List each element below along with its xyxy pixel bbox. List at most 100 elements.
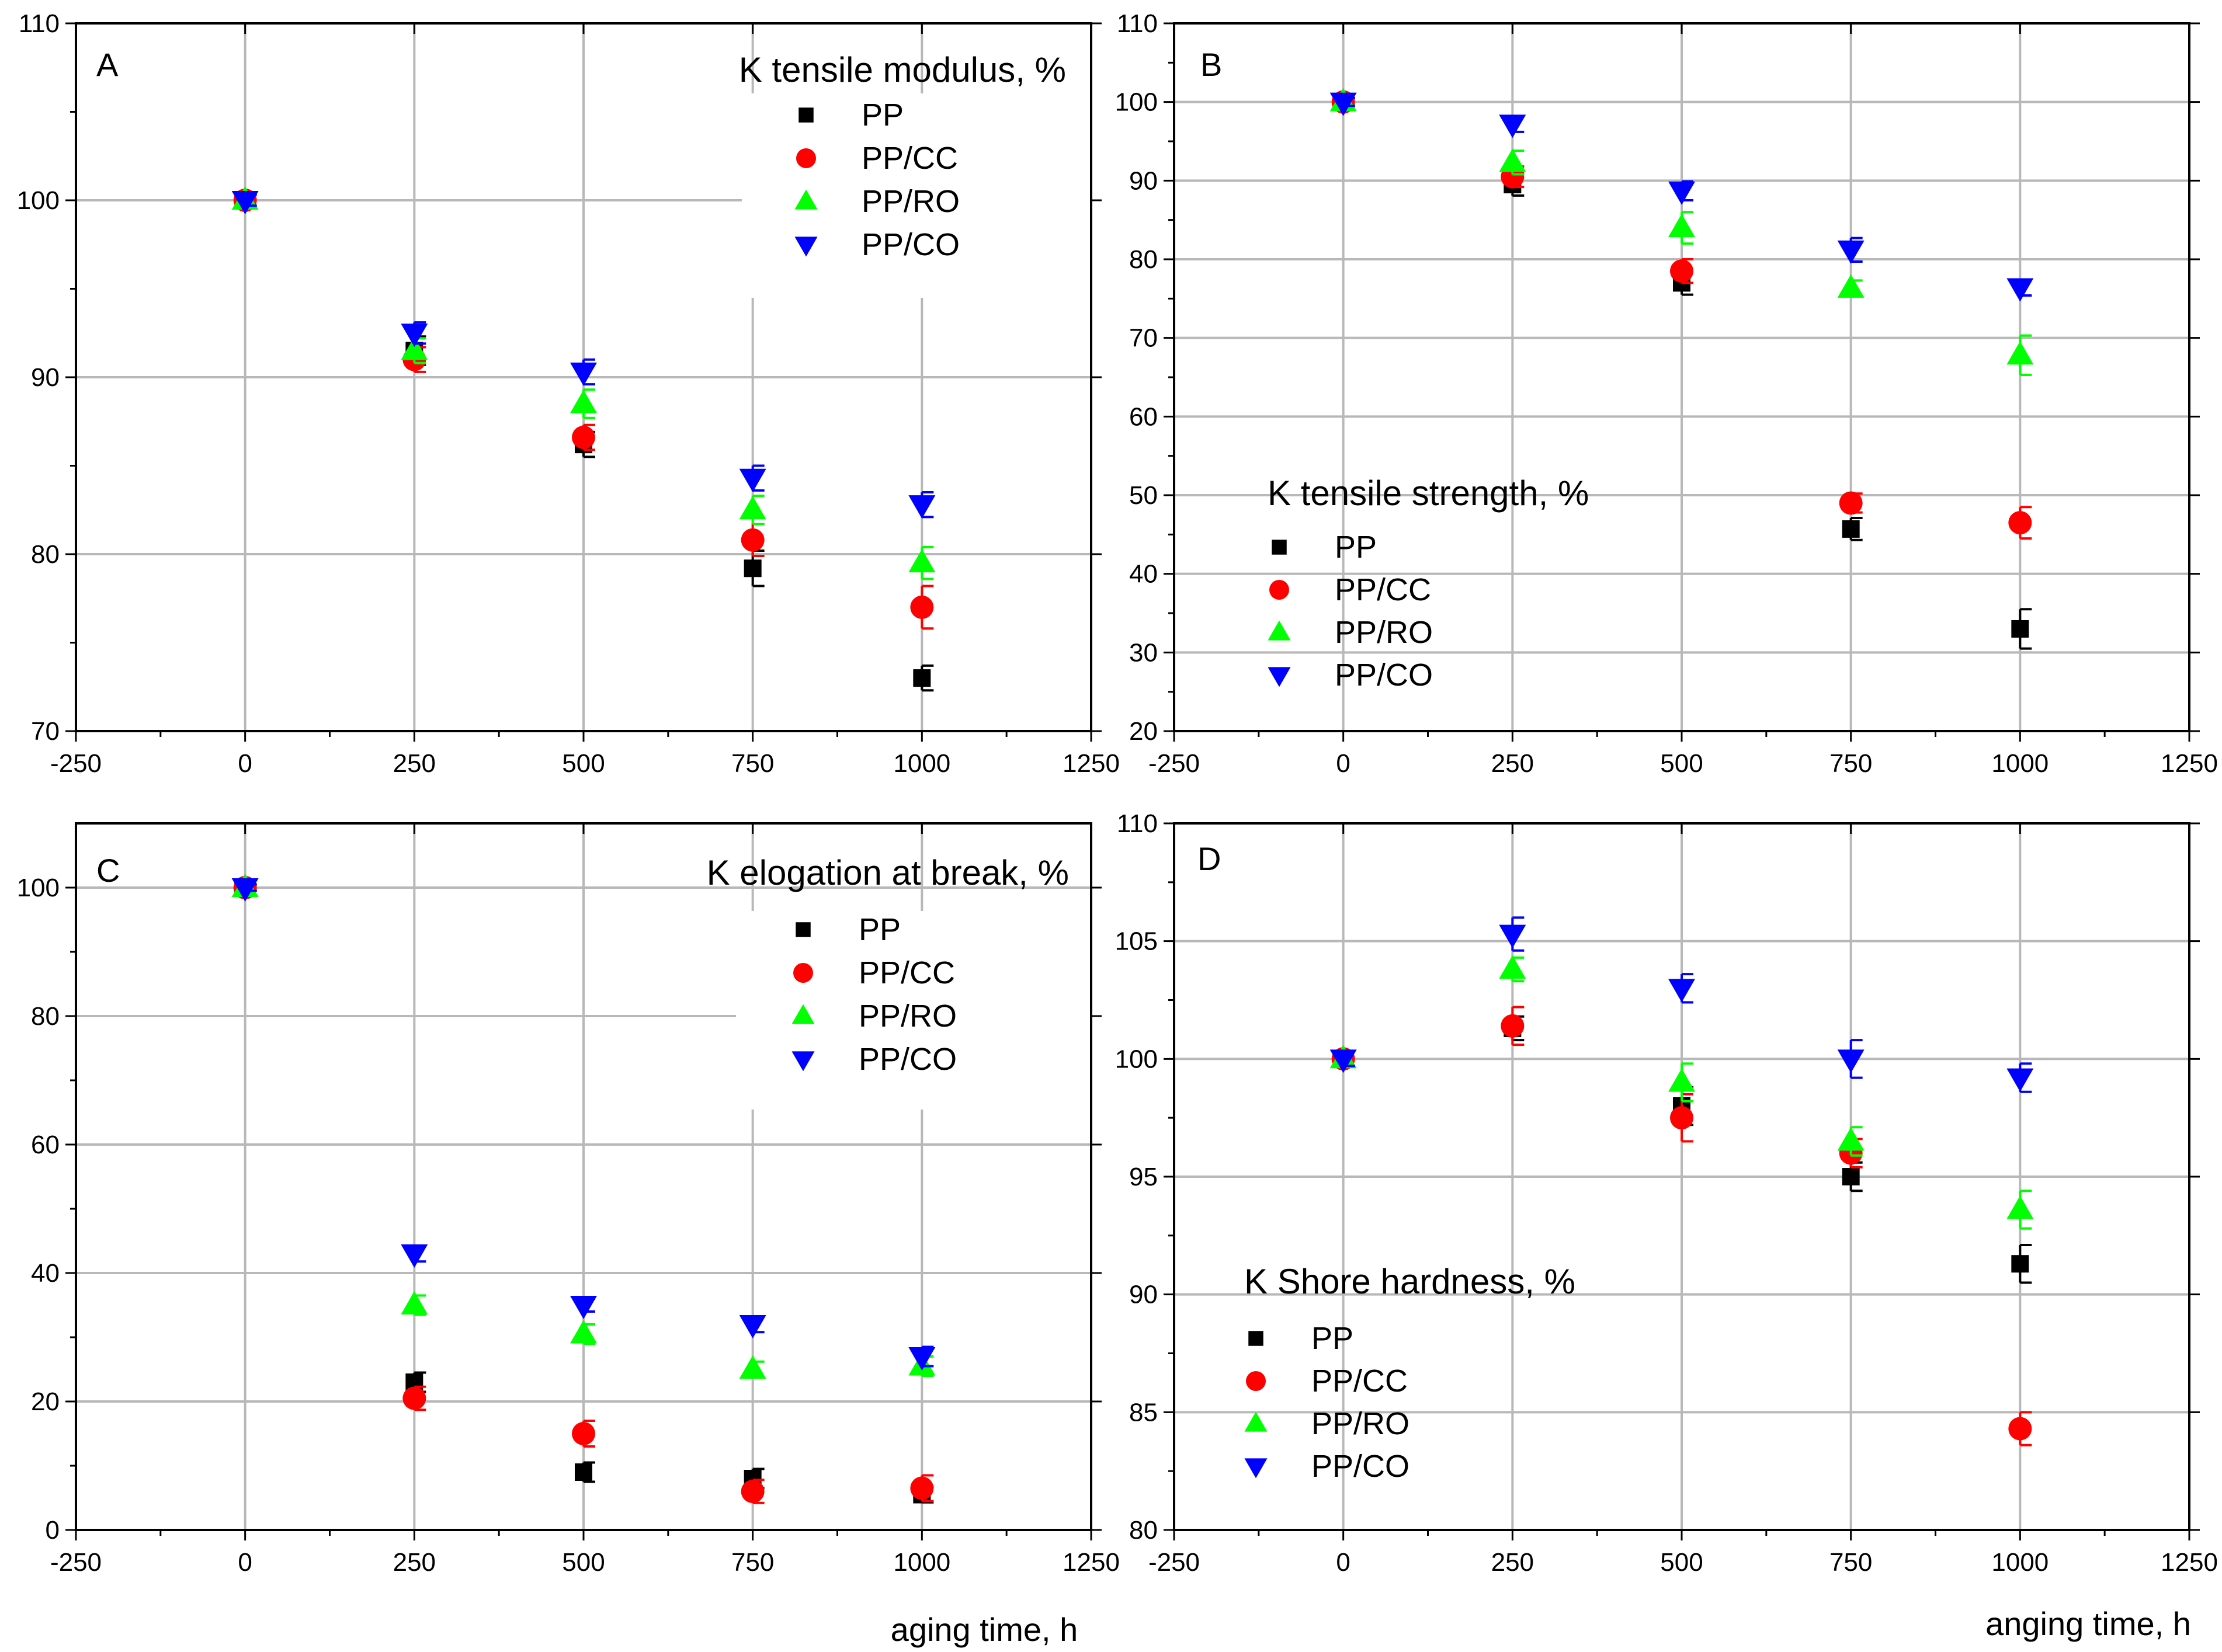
legend-marker	[1244, 1458, 1268, 1479]
x-tick-label: 250	[1491, 749, 1534, 778]
x-tick-label: 250	[393, 1548, 436, 1577]
x-tick-label: 0	[238, 1548, 252, 1577]
y-tick-label: 100	[17, 186, 60, 215]
legend-background	[736, 911, 1092, 1110]
legend-marker	[1269, 580, 1289, 600]
legend-marker	[1248, 1331, 1263, 1346]
data-point-pp-ro	[739, 496, 766, 520]
y-tick-label: 90	[31, 363, 60, 392]
x-tick-label: 1250	[1063, 1548, 1120, 1577]
x-tick-label: 750	[1829, 1548, 1872, 1577]
data-point-pp-co	[2006, 1068, 2034, 1092]
y-tick-label: 80	[31, 1002, 60, 1031]
x-axis-label-left: aging time, h	[891, 1611, 1078, 1648]
panel-letter: C	[96, 852, 120, 889]
data-point-pp-co	[1837, 240, 1865, 264]
legend-marker	[794, 189, 818, 210]
x-tick-label: 0	[1336, 1548, 1350, 1577]
data-point-pp-cc	[1839, 491, 1863, 515]
legend-label: PP/CC	[862, 141, 958, 176]
legend-label: PP/CC	[1311, 1364, 1408, 1399]
legend-marker	[793, 963, 813, 983]
data-point-pp-ro	[1837, 274, 1865, 298]
y-tick-label: 60	[1129, 402, 1158, 431]
legend-marker	[1246, 1371, 1266, 1391]
panel-title: K Shore hardness, %	[1244, 1262, 1575, 1301]
x-tick-label: 0	[1336, 749, 1350, 778]
data-point-pp-ro	[1499, 955, 1526, 979]
data-point-pp	[744, 559, 762, 578]
x-tick-label: 1250	[1063, 749, 1120, 778]
data-point-pp	[2011, 1255, 2029, 1273]
x-tick-label: 500	[562, 1548, 605, 1577]
panel-title: K tensile modulus, %	[739, 50, 1066, 89]
y-tick-label: 90	[1129, 166, 1158, 195]
data-point-pp-ro	[1668, 214, 1695, 238]
data-point-pp-cc	[741, 1480, 765, 1503]
data-point-pp	[2011, 620, 2029, 638]
data-point-pp-cc	[1501, 1014, 1525, 1038]
data-point-pp-co	[908, 1347, 936, 1371]
data-point-pp-co	[1837, 1049, 1865, 1073]
legend-marker	[791, 1004, 815, 1024]
data-point-pp-ro	[570, 389, 597, 413]
y-tick-label: 40	[1129, 560, 1158, 589]
x-tick-label: 750	[1829, 749, 1872, 778]
y-tick-label: 20	[31, 1387, 60, 1416]
data-point-pp-co	[1499, 924, 1526, 948]
legend-label: PP/CO	[859, 1042, 957, 1077]
x-tick-label: -250	[1148, 1548, 1200, 1577]
y-tick-label: 85	[1129, 1398, 1158, 1427]
data-point-pp-co	[1329, 1049, 1357, 1073]
data-point-pp-ro	[1499, 148, 1526, 172]
data-point-pp	[913, 669, 931, 687]
y-tick-label: 70	[31, 717, 60, 746]
y-tick-label: 100	[1115, 1045, 1158, 1073]
data-point-pp-cc	[1670, 1106, 1693, 1130]
x-tick-label: -250	[50, 749, 102, 778]
legend-label: PP	[1311, 1321, 1353, 1356]
x-tick-label: 500	[562, 749, 605, 778]
legend-label: PP/CO	[1311, 1449, 1409, 1484]
panel-title: K elogation at break, %	[707, 853, 1069, 892]
y-tick-label: 100	[17, 874, 60, 902]
data-point-pp-cc	[910, 595, 934, 619]
data-point-pp-cc	[910, 1476, 934, 1500]
legend-label: PP	[862, 98, 904, 133]
data-point-pp-co	[401, 1244, 428, 1268]
x-axis-label-right: anging time, h	[1985, 1605, 2191, 1642]
y-tick-label: 0	[46, 1516, 60, 1545]
legend-label: PP	[859, 912, 901, 947]
x-tick-label: -250	[1148, 749, 1200, 778]
legend-label: PP/RO	[862, 184, 960, 219]
legend-marker	[1272, 540, 1287, 555]
legend-marker	[791, 1051, 815, 1072]
y-tick-label: 30	[1129, 638, 1158, 667]
y-tick-label: 105	[1115, 927, 1158, 956]
x-tick-label: 1000	[893, 1548, 950, 1577]
x-tick-label: 1000	[1991, 1548, 2049, 1577]
x-tick-label: 1000	[893, 749, 950, 778]
data-point-pp-ro	[401, 336, 428, 360]
data-point-pp-cc	[2008, 511, 2032, 535]
x-tick-label: 1250	[2161, 749, 2218, 778]
panel-letter: D	[1197, 840, 1221, 877]
x-tick-label: 750	[731, 1548, 774, 1577]
x-tick-label: 500	[1660, 1548, 1703, 1577]
y-tick-label: 100	[1115, 88, 1158, 117]
y-tick-label: 80	[1129, 1516, 1158, 1545]
data-point-pp-co	[1329, 92, 1357, 116]
y-tick-label: 110	[19, 9, 60, 38]
x-tick-label: 750	[731, 749, 774, 778]
data-point-pp-co	[1668, 979, 1695, 1003]
panel-title: K tensile strength, %	[1268, 474, 1589, 513]
y-tick-label: 110	[1117, 809, 1158, 838]
legend-marker	[1244, 1411, 1268, 1432]
y-tick-label: 80	[31, 540, 60, 569]
legend-label: PP/CO	[1335, 658, 1433, 693]
panel-c: -250 0 250 500 750 1000 1250 0 20 40 60 80 100 C K elo…	[17, 822, 1120, 1577]
data-point-pp-ro	[570, 1320, 597, 1344]
y-tick-label: 20	[1129, 717, 1158, 746]
legend-marker	[1268, 667, 1291, 687]
